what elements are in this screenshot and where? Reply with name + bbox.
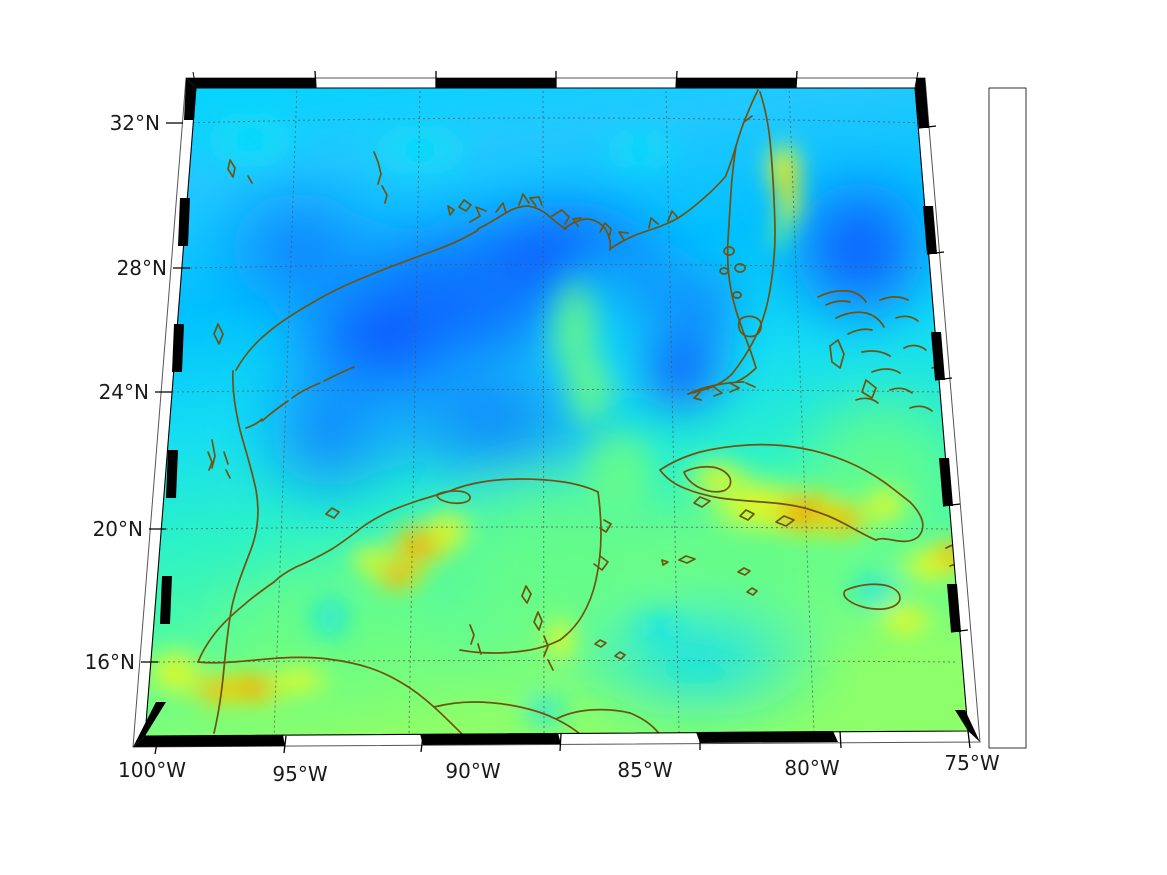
lon-label-90W: 90°W <box>445 759 500 783</box>
lat-label-24N: 24°N <box>99 380 149 404</box>
colorbar[interactable] <box>988 87 1027 749</box>
lon-label-100W: 100°W <box>118 758 186 782</box>
lat-label-16N: 16°N <box>85 650 135 674</box>
coastline <box>197 89 968 736</box>
border-stripes-right <box>915 78 980 742</box>
latitude-tick-labels: 32°N 28°N 24°N 20°N 16°N <box>85 111 167 674</box>
lat-label-32N: 32°N <box>110 111 160 135</box>
lat-label-28N: 28°N <box>117 256 167 280</box>
border-stripes-left <box>133 78 196 747</box>
lat-label-20N: 20°N <box>93 517 143 541</box>
graticule <box>157 88 959 736</box>
lon-label-80W: 80°W <box>784 756 839 780</box>
border-corner-ticks <box>192 71 919 89</box>
axis-ticks <box>141 70 971 755</box>
border-stripes-bottom <box>133 731 838 747</box>
lon-label-95W: 95°W <box>272 762 327 786</box>
longitude-tick-labels: 100°W 95°W 90°W 85°W 80°W 75°W <box>118 751 1000 786</box>
lon-label-75W: 75°W <box>944 751 999 775</box>
lon-label-85W: 85°W <box>617 758 672 782</box>
map-field <box>145 88 968 736</box>
border-stripes-top <box>186 78 925 88</box>
colorbar-gradient <box>988 87 1027 749</box>
